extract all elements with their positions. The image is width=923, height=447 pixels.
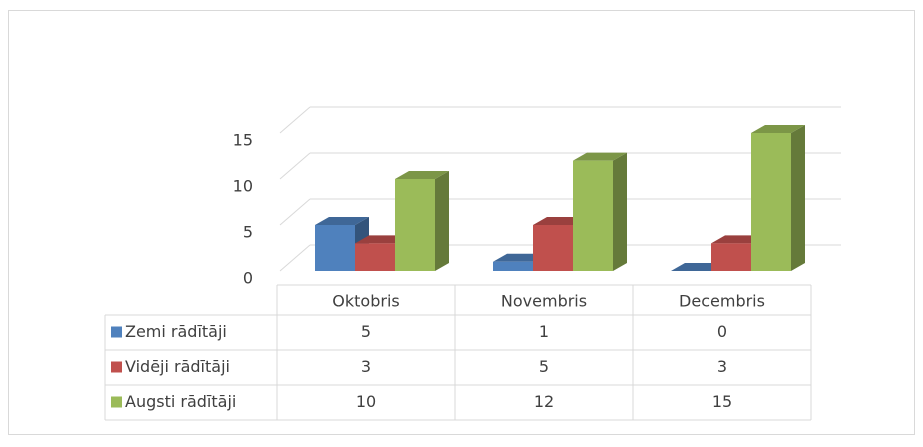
table-value: 3 [361,357,371,376]
x-tick-label: Decembris [679,292,765,311]
bar-face [751,125,805,133]
table-value: 5 [539,357,549,376]
bar [395,171,449,271]
table-value: 10 [356,392,376,411]
bar-face [573,152,627,161]
y-tick-label: 5 [243,223,253,242]
bar-face [395,171,449,179]
x-tick-label: Novembris [501,292,587,311]
bar-face [711,243,751,271]
bar-face [573,160,613,271]
bar [573,152,627,271]
legend-label: Vidēji rādītāji [125,357,230,376]
grid-line [279,198,311,226]
table-value: 1 [539,322,549,341]
legend-label: Augsti rādītāji [125,392,236,411]
bar-face [435,171,449,271]
bar-face [355,243,395,271]
bar-face [533,225,573,271]
legend-swatch [111,396,122,408]
y-tick-label: 15 [233,131,253,150]
legend-label: Zemi rādītāji [125,322,227,341]
table-value: 5 [361,322,371,341]
bar-face [395,179,435,271]
legend-swatch [111,361,122,373]
legend-swatch [111,326,122,338]
bar-face [791,125,805,271]
y-tick-label: 0 [243,269,253,288]
grid-line [279,106,311,134]
bar-face [315,225,355,271]
y-tick-label: 10 [233,177,253,196]
table-value: 12 [534,392,554,411]
grid-line [279,152,311,180]
bar-face [493,261,533,271]
table-value: 3 [717,357,727,376]
table-value: 0 [717,322,727,341]
bar [751,125,805,271]
bar-face [613,152,627,271]
x-tick-label: Oktobris [332,292,399,311]
bar-face [315,217,369,225]
grid-line [279,244,311,272]
bar-face [751,133,791,271]
table-value: 15 [712,392,732,411]
